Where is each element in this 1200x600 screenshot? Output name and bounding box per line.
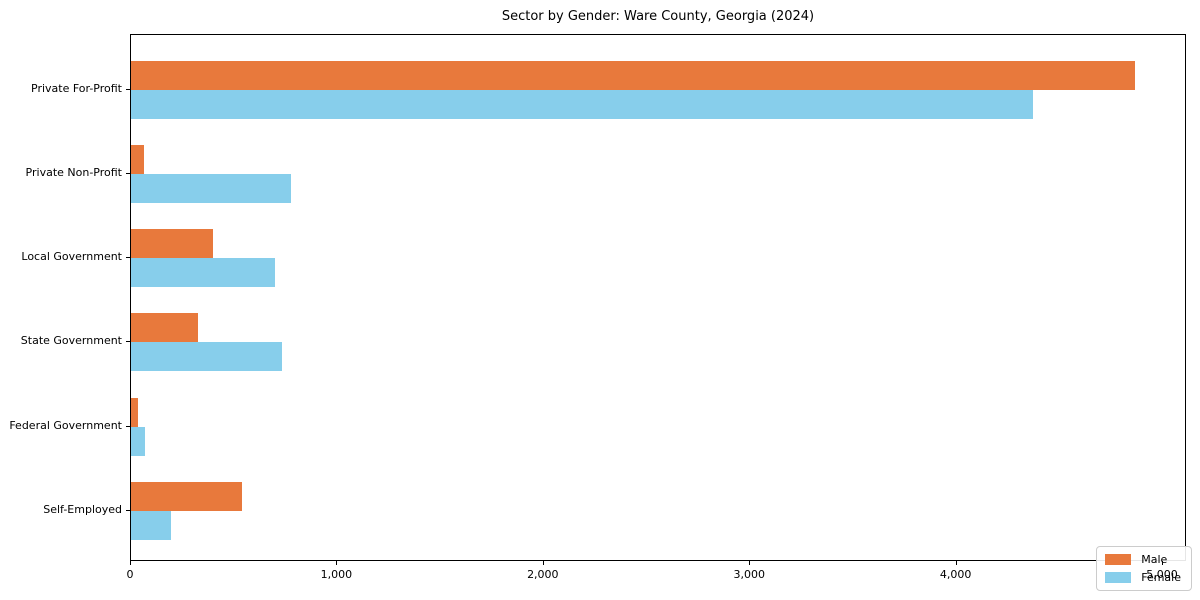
bar-female-private-for-profit [131, 89, 1034, 119]
bar-female-self-employed [131, 511, 172, 540]
x-tick-label: 3,000 [733, 568, 765, 581]
x-tick-label: 4,000 [939, 568, 972, 581]
x-tick-label: 0 [126, 568, 134, 581]
male-swatch-icon [1105, 554, 1132, 565]
legend-entry-male: Male [1105, 553, 1181, 566]
bar-female-local-government [131, 258, 276, 288]
x-tick-mark [955, 561, 957, 565]
bar-female-private-non-profit [131, 173, 291, 203]
y-tick-mark [126, 88, 130, 90]
y-tick-mark [126, 172, 130, 174]
x-tick-label: 2,000 [527, 568, 559, 581]
y-tick-mark [126, 510, 130, 511]
bar-male-federal-government [131, 397, 139, 427]
x-tick-mark [130, 561, 131, 565]
x-tick-mark [1162, 561, 1164, 565]
bar-female-state-government [131, 342, 282, 372]
legend: Male Female [1096, 546, 1192, 591]
x-tick-label: 5,000 [1146, 568, 1178, 581]
y-tick-mark [126, 425, 130, 427]
bar-male-self-employed [131, 482, 243, 511]
bar-male-private-non-profit [131, 144, 144, 174]
x-tick-mark [749, 561, 751, 565]
y-tick-label: Self-Employed [43, 503, 122, 516]
legend-label-female: Female [1141, 571, 1181, 584]
female-swatch-icon [1105, 572, 1132, 583]
x-tick-label: 1,000 [320, 568, 353, 581]
y-tick-mark [126, 257, 130, 259]
bar-male-local-government [131, 229, 213, 259]
legend-entry-female: Female [1105, 571, 1181, 584]
y-tick-label: Private Non-Profit [25, 165, 122, 179]
bar-female-federal-government [131, 426, 146, 456]
y-tick-label: Federal Government [9, 418, 122, 432]
y-tick-label: State Government [20, 334, 122, 348]
chart-title: Sector by Gender: Ware County, Georgia (… [501, 9, 815, 24]
bar-male-private-for-profit [131, 60, 1135, 90]
bar-male-state-government [131, 313, 199, 343]
y-tick-label: Local Government [21, 250, 122, 264]
plot-area [130, 34, 1186, 561]
x-tick-mark [336, 561, 338, 565]
y-tick-label: Private For-Profit [31, 81, 122, 95]
legend-label-male: Male [1141, 553, 1168, 566]
x-tick-mark [542, 561, 544, 565]
y-tick-mark [126, 341, 130, 343]
